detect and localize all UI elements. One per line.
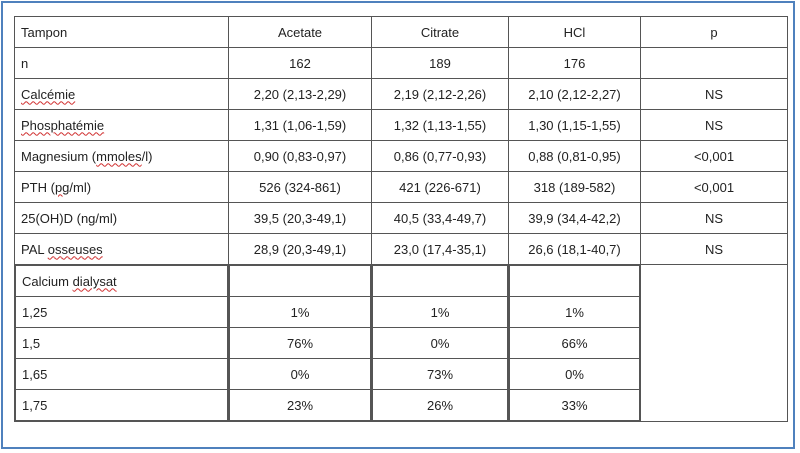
cell-hcl: 176 xyxy=(508,47,641,79)
cell-acetate: 1,31 (1,06-1,59) xyxy=(228,109,372,141)
table-row: Phosphatémie 1,31 (1,06-1,59) 1,32 (1,13… xyxy=(14,109,788,141)
cell-acetate: 162 xyxy=(228,47,372,79)
calcium-citrate: 0% xyxy=(372,327,508,359)
header-citrate: Citrate xyxy=(371,16,509,48)
row-label: n xyxy=(14,47,229,79)
header-row: Tampon Acetate Citrate HCl p xyxy=(14,16,788,48)
cell-citrate: 0,86 (0,77-0,93) xyxy=(371,140,509,172)
cell-p xyxy=(640,47,788,79)
calcium-level: 1,65 xyxy=(15,358,228,390)
cell-acetate: 2,20 (2,13-2,29) xyxy=(228,78,372,110)
calcium-p-cell xyxy=(640,264,788,422)
calcium-hcl: 66% xyxy=(509,327,640,359)
cell-p: NS xyxy=(640,202,788,234)
calcium-acetate: 0% xyxy=(229,358,371,390)
cell-citrate: 23,0 (17,4-35,1) xyxy=(371,233,509,265)
results-table: Tampon Acetate Citrate HCl p n 162 189 1… xyxy=(14,16,788,422)
calcium-acetate: 1% xyxy=(229,296,371,328)
row-label: 25(OH)D (ng/ml) xyxy=(14,202,229,234)
calcium-hcl: 33% xyxy=(509,389,640,421)
calcium-citrate-cell: 1% 0% 73% 26% xyxy=(371,264,509,422)
calcium-level: 1,75 xyxy=(15,389,228,421)
calcium-level: 1,25 xyxy=(15,296,228,328)
row-label: PAL osseuses xyxy=(14,233,229,265)
row-label: PTH (pg/ml) xyxy=(14,171,229,203)
calcium-levels: Calcium dialysat 1,25 1,5 1,65 1,75 xyxy=(15,265,228,421)
cell-acetate: 39,5 (20,3-49,1) xyxy=(228,202,372,234)
calcium-acetate-values: 1% 76% 0% 23% xyxy=(229,265,371,421)
cell-citrate: 2,19 (2,12-2,26) xyxy=(371,78,509,110)
calcium-level: 1,5 xyxy=(15,327,228,359)
cell-hcl: 1,30 (1,15-1,55) xyxy=(508,109,641,141)
table-row: Calcémie 2,20 (2,13-2,29) 2,19 (2,12-2,2… xyxy=(14,78,788,110)
calcium-hcl: 0% xyxy=(509,358,640,390)
cell-p: <0,001 xyxy=(640,140,788,172)
cell-acetate: 0,90 (0,83-0,97) xyxy=(228,140,372,172)
cell-citrate: 189 xyxy=(371,47,509,79)
cell-citrate: 421 (226-671) xyxy=(371,171,509,203)
calcium-title: Calcium dialysat xyxy=(15,265,228,297)
cell-hcl: 26,6 (18,1-40,7) xyxy=(508,233,641,265)
header-p: p xyxy=(640,16,788,48)
calcium-citrate: 1% xyxy=(372,296,508,328)
calcium-label-cell: Calcium dialysat 1,25 1,5 1,65 1,75 xyxy=(14,264,229,422)
header-hcl: HCl xyxy=(508,16,641,48)
table-row: 25(OH)D (ng/ml) 39,5 (20,3-49,1) 40,5 (3… xyxy=(14,202,788,234)
cell-hcl: 2,10 (2,12-2,27) xyxy=(508,78,641,110)
cell-hcl: 318 (189-582) xyxy=(508,171,641,203)
row-label: Calcémie xyxy=(14,78,229,110)
cell-citrate: 40,5 (33,4-49,7) xyxy=(371,202,509,234)
row-label: Magnesium (mmoles/l) xyxy=(14,140,229,172)
row-label: Phosphatémie xyxy=(14,109,229,141)
cell-hcl: 39,9 (34,4-42,2) xyxy=(508,202,641,234)
table-row: n 162 189 176 xyxy=(14,47,788,79)
cell-p: NS xyxy=(640,233,788,265)
cell-citrate: 1,32 (1,13-1,55) xyxy=(371,109,509,141)
table-row: Magnesium (mmoles/l) 0,90 (0,83-0,97) 0,… xyxy=(14,140,788,172)
header-acetate: Acetate xyxy=(228,16,372,48)
calcium-hcl-cell: 1% 66% 0% 33% xyxy=(508,264,641,422)
cell-p: NS xyxy=(640,109,788,141)
header-tampon: Tampon xyxy=(14,16,229,48)
calcium-citrate: 26% xyxy=(372,389,508,421)
table-row: PAL osseuses 28,9 (20,3-49,1) 23,0 (17,4… xyxy=(14,233,788,265)
calcium-hcl-values: 1% 66% 0% 33% xyxy=(509,265,640,421)
cell-hcl: 0,88 (0,81-0,95) xyxy=(508,140,641,172)
cell-acetate: 526 (324-861) xyxy=(228,171,372,203)
cell-p: NS xyxy=(640,78,788,110)
cell-p: <0,001 xyxy=(640,171,788,203)
calcium-dialysat-block: Calcium dialysat 1,25 1,5 1,65 1,75 1% 7… xyxy=(14,264,788,422)
calcium-hcl: 1% xyxy=(509,296,640,328)
calcium-citrate: 73% xyxy=(372,358,508,390)
calcium-citrate-values: 1% 0% 73% 26% xyxy=(372,265,508,421)
calcium-acetate: 23% xyxy=(229,389,371,421)
calcium-acetate: 76% xyxy=(229,327,371,359)
table-row: PTH (pg/ml) 526 (324-861) 421 (226-671) … xyxy=(14,171,788,203)
calcium-acetate-cell: 1% 76% 0% 23% xyxy=(228,264,372,422)
cell-acetate: 28,9 (20,3-49,1) xyxy=(228,233,372,265)
